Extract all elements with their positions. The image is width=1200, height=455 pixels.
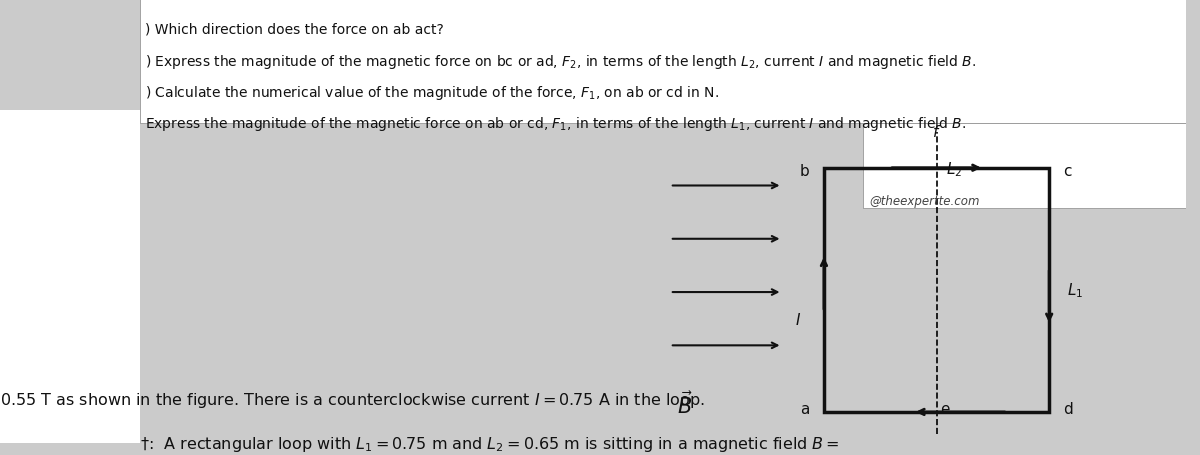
Bar	[0, 111, 140, 443]
Text: $f$: $f$	[932, 124, 941, 140]
Text: $L_2$: $L_2$	[946, 160, 962, 178]
Text: $L_1$: $L_1$	[1067, 281, 1084, 299]
Text: ) Which direction does the force on ab act?: ) Which direction does the force on ab a…	[145, 22, 443, 36]
Text: I: I	[796, 312, 800, 327]
Text: ) Calculate the numerical value of the magnitude of the force, $F_1$, on ab or c: ) Calculate the numerical value of the m…	[145, 84, 719, 102]
Text: a: a	[800, 401, 810, 416]
Text: @theexpertte.com: @theexpertte.com	[869, 195, 979, 208]
Bar	[140, 0, 1186, 124]
Text: c: c	[1063, 164, 1072, 179]
Bar	[824, 168, 1049, 412]
Text: e: e	[940, 401, 949, 416]
Text: $\mathit{0.55}$ T as shown in the figure. There is a counterclockwise current $I: $\mathit{0.55}$ T as shown in the figure…	[0, 390, 704, 409]
Text: $\dagger$:  A rectangular loop with $L_1 = \mathit{0.75}$ m and $L_2 = \mathit{0: $\dagger$: A rectangular loop with $L_1 …	[140, 434, 840, 453]
Bar	[863, 124, 1186, 208]
Text: b: b	[800, 164, 810, 179]
Text: Express the magnitude of the magnetic force on ab or cd, $F_1$, in terms of the : Express the magnitude of the magnetic fo…	[145, 115, 966, 133]
Text: $\vec{B}$: $\vec{B}$	[677, 390, 694, 417]
Text: ) Express the magnitude of the magnetic force on bc or ad, $F_2$, in terms of th: ) Express the magnitude of the magnetic …	[145, 53, 976, 71]
Text: d: d	[1063, 401, 1073, 416]
